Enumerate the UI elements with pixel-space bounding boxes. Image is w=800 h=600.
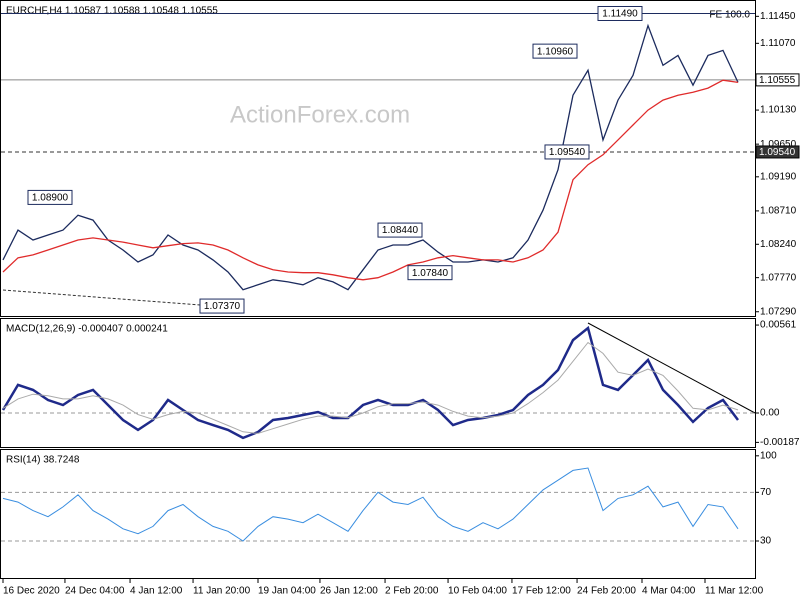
annotation-label: 1.07840 [412,268,449,279]
panel-note: FE 100.0 [709,10,750,21]
panel-title: EURCHF,H4 1.10587 1.10588 1.10548 1.1055… [6,6,218,17]
x-tick-label: 4 Jan 12:00 [130,586,183,597]
annotation-label: 1.07370 [204,301,241,312]
series-line [2,23,739,291]
annotation-box [199,298,245,314]
y-tick-label: -0.001876 [760,437,800,448]
panel-title: MACD(12,26,9) -0.000407 0.000241 [6,324,168,335]
series-line [2,467,739,542]
y-tick-label: 1.07770 [760,272,797,283]
series-line [2,79,739,281]
annotation-box [544,144,590,160]
x-tick-label: 11 Jan 20:00 [193,586,251,597]
y-tick-label: 1.08710 [760,206,797,217]
y-tick-label: 1.09190 [760,171,797,182]
annotation-box [532,43,578,59]
price-label-box [755,73,800,87]
series-line [1,325,739,440]
annotation-label: 1.08900 [32,193,69,204]
x-tick-label: 10 Feb 04:00 [448,586,507,597]
x-tick-label: 16 Dec 2020 [3,586,60,597]
annotation-box [407,265,453,281]
watermark: ActionForex.com [230,101,410,128]
y-tick-label: 1.10130 [760,105,797,116]
x-tick-label: 24 Dec 04:00 [65,586,125,597]
annotation-label: 1.11490 [602,9,638,20]
annotation-box [27,189,73,205]
x-tick-label: 17 Feb 12:00 [512,586,571,597]
y-tick-label: 1.08240 [760,239,797,250]
annotation-label: 1.09540 [549,147,586,158]
annotation-label: 1.10960 [537,46,574,57]
x-tick-label: 26 Jan 12:00 [320,586,378,597]
y-tick-label: 1.11070 [760,38,796,49]
y-tick-label: 70 [760,487,772,498]
x-tick-label: 11 Mar 12:00 [705,586,764,597]
y-tick-label: 1.11450 [760,11,796,22]
panel-title: RSI(14) 38.7248 [6,455,80,466]
x-tick-label: 19 Jan 04:00 [258,586,316,597]
annotation-box [597,5,643,21]
x-tick-label: 24 Feb 20:00 [577,586,636,597]
y-tick-label: 1.07290 [760,306,797,317]
rsi-panel [0,449,756,579]
y-tick-label: 0.00561 [760,320,797,331]
y-tick-label: 100 [760,450,777,461]
trend-line [2,289,201,306]
price-label: 1.10555 [759,75,796,86]
price-label-box [755,145,800,159]
macd-panel [0,318,756,448]
trend-line [587,322,756,414]
annotation-label: 1.08440 [382,225,419,236]
series-line [2,341,739,434]
price-panel [0,0,756,317]
y-tick-label: 30 [760,536,772,547]
x-tick-label: 4 Mar 04:00 [642,586,696,597]
y-tick-label: 1.09650 [760,139,797,150]
x-tick-label: 2 Feb 20:00 [385,586,439,597]
annotation-box [377,222,423,238]
y-tick-label: 0.00 [760,408,780,419]
price-label: 1.09540 [759,147,796,158]
